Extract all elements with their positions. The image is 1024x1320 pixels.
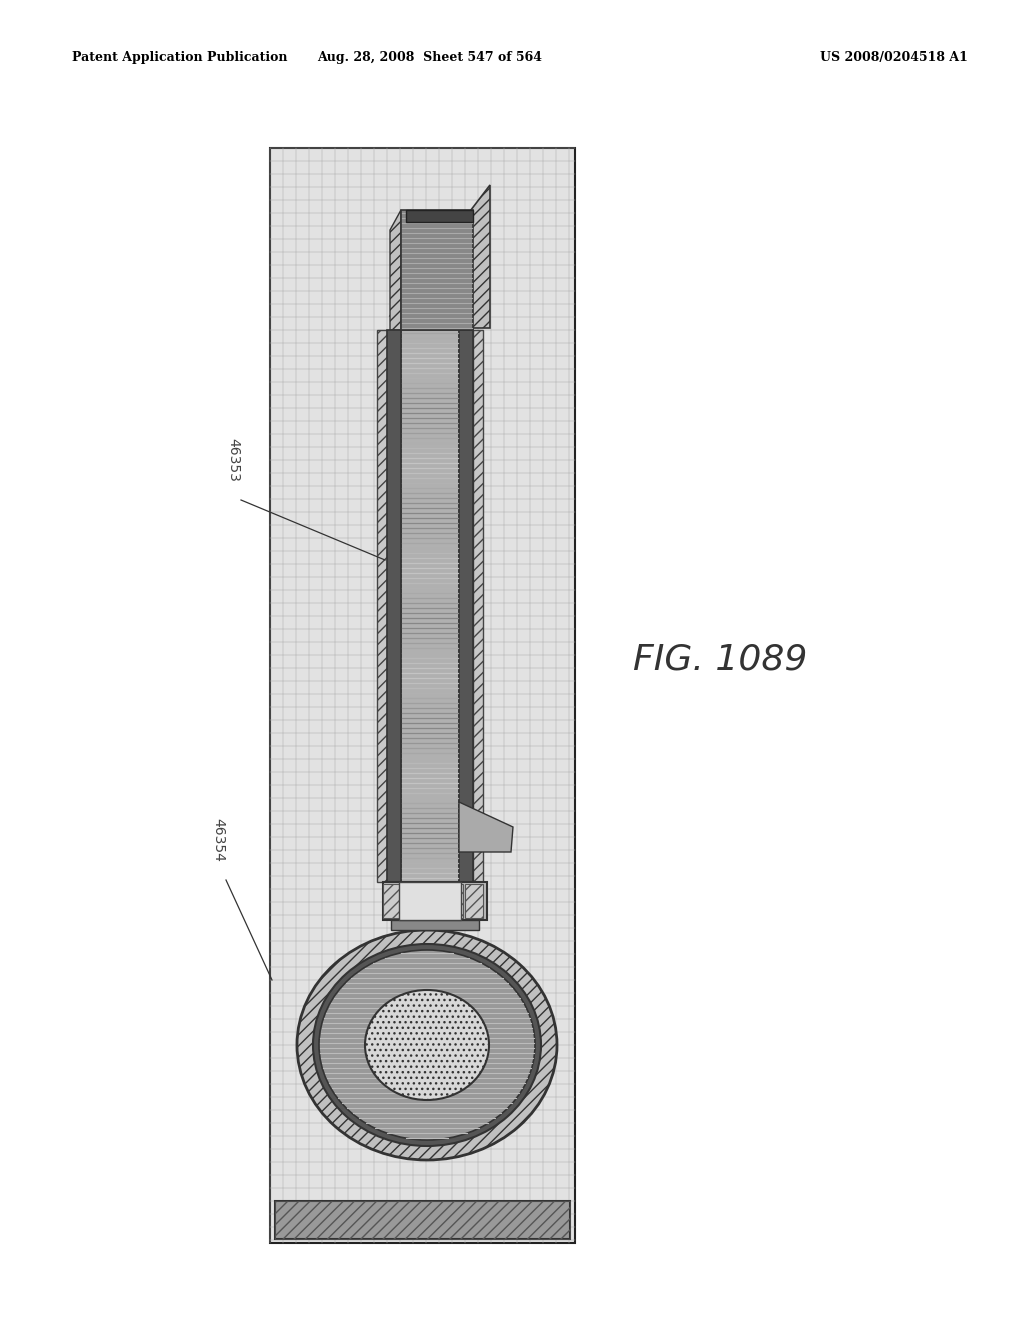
Bar [377, 330, 387, 882]
Bar [401, 210, 473, 330]
Bar [465, 884, 483, 917]
Polygon shape [459, 803, 513, 851]
Bar [449, 884, 463, 917]
Bar [399, 882, 461, 920]
Bar [406, 210, 473, 222]
Text: 46354: 46354 [211, 818, 225, 862]
Bar [391, 920, 479, 931]
Ellipse shape [297, 931, 557, 1160]
Bar [383, 882, 487, 920]
Polygon shape [390, 185, 490, 327]
Ellipse shape [313, 944, 541, 1146]
Bar [459, 330, 473, 882]
Ellipse shape [365, 990, 489, 1100]
Bar [383, 884, 401, 917]
Bar [270, 148, 575, 1243]
Bar [275, 1201, 570, 1239]
Text: FIG. 1089: FIG. 1089 [633, 643, 807, 677]
Bar [403, 884, 417, 917]
Polygon shape [390, 210, 401, 330]
Bar [387, 330, 401, 882]
Text: Patent Application Publication: Patent Application Publication [72, 50, 288, 63]
Bar [401, 330, 459, 882]
Bar [275, 1201, 570, 1239]
Text: Aug. 28, 2008  Sheet 547 of 564: Aug. 28, 2008 Sheet 547 of 564 [317, 50, 543, 63]
Text: 46353: 46353 [226, 438, 240, 482]
Ellipse shape [319, 950, 535, 1140]
Text: US 2008/0204518 A1: US 2008/0204518 A1 [820, 50, 968, 63]
Bar [473, 330, 483, 882]
